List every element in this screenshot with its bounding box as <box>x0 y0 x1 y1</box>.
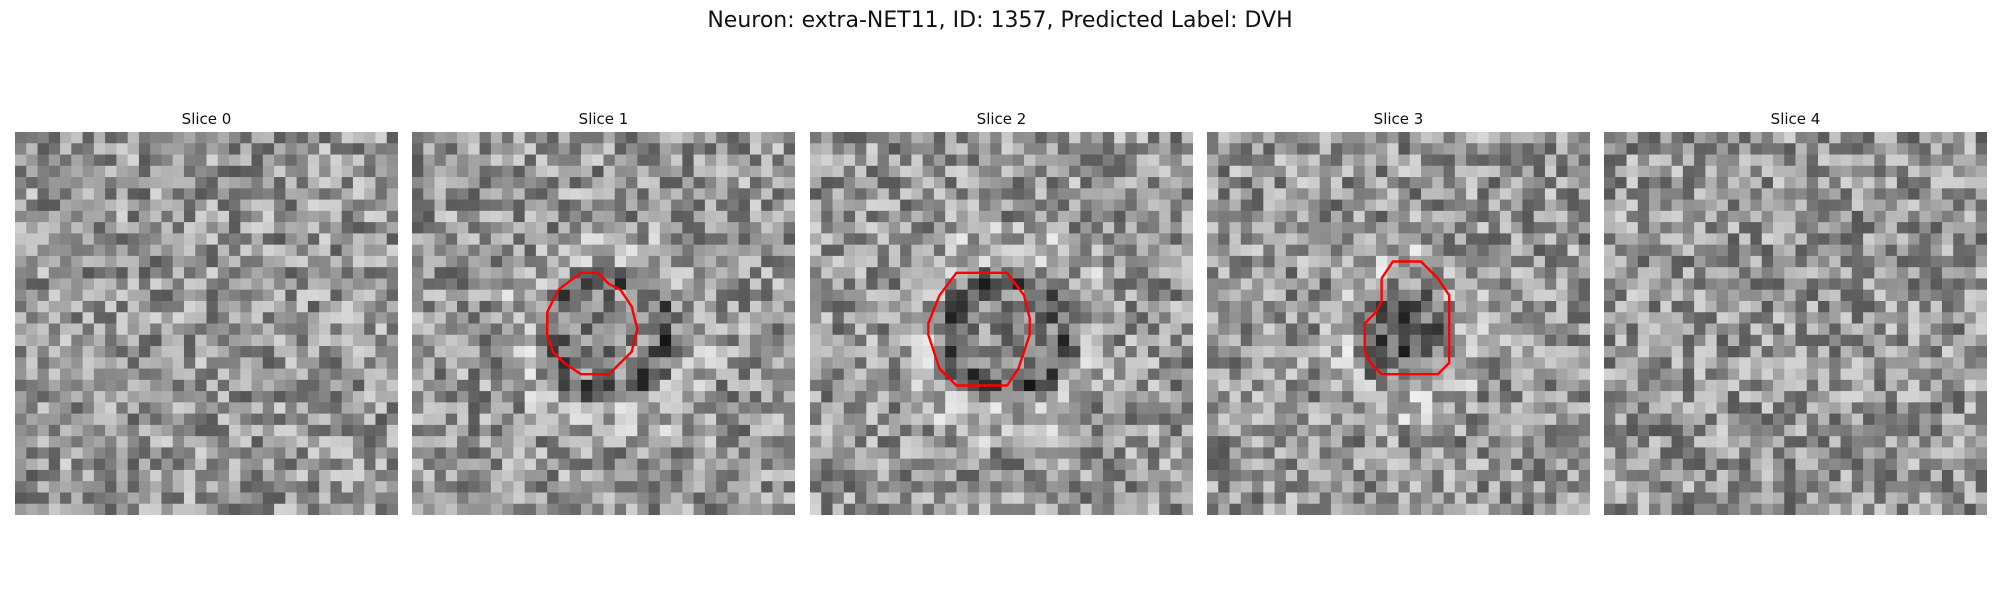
slice-image <box>810 132 1193 515</box>
slice-title: Slice 2 <box>810 110 1193 132</box>
slice-panel: Slice 2 <box>810 110 1193 515</box>
slice-panel: Slice 3 <box>1207 110 1590 515</box>
slice-panel: Slice 4 <box>1604 110 1987 515</box>
slice-image <box>1604 132 1987 515</box>
slice-image <box>412 132 795 515</box>
slice-image <box>1207 132 1590 515</box>
slice-title: Slice 1 <box>412 110 795 132</box>
slice-title: Slice 3 <box>1207 110 1590 132</box>
slice-title: Slice 0 <box>15 110 398 132</box>
slice-title: Slice 4 <box>1604 110 1987 132</box>
slice-panel: Slice 1 <box>412 110 795 515</box>
slice-panel: Slice 0 <box>15 110 398 515</box>
figure-title: Neuron: extra-NET11, ID: 1357, Predicted… <box>0 8 2000 33</box>
slice-image <box>15 132 398 515</box>
